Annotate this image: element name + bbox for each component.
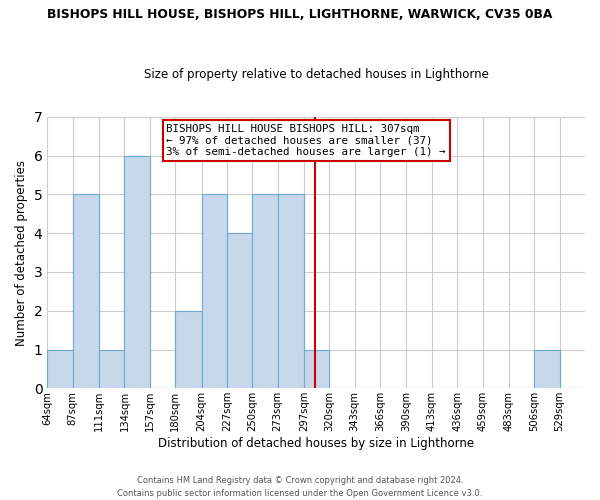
X-axis label: Distribution of detached houses by size in Lighthorne: Distribution of detached houses by size … (158, 437, 474, 450)
Bar (252, 194, 278, 388)
Bar (227, 233, 252, 388)
Bar (73, 194, 99, 388)
Bar (535, 350, 560, 389)
Text: BISHOPS HILL HOUSE, BISHOPS HILL, LIGHTHORNE, WARWICK, CV35 0BA: BISHOPS HILL HOUSE, BISHOPS HILL, LIGHTH… (47, 8, 553, 20)
Y-axis label: Number of detached properties: Number of detached properties (15, 160, 28, 346)
Bar (175, 310, 202, 388)
Text: Contains HM Land Registry data © Crown copyright and database right 2024.
Contai: Contains HM Land Registry data © Crown c… (118, 476, 482, 498)
Text: BISHOPS HILL HOUSE BISHOPS HILL: 307sqm
← 97% of detached houses are smaller (37: BISHOPS HILL HOUSE BISHOPS HILL: 307sqm … (166, 124, 446, 157)
Bar (124, 156, 150, 388)
Bar (202, 194, 227, 388)
Title: Size of property relative to detached houses in Lighthorne: Size of property relative to detached ho… (144, 68, 488, 81)
Bar (99, 350, 124, 389)
Bar (304, 350, 329, 389)
Bar (278, 194, 304, 388)
Bar (47, 350, 73, 389)
